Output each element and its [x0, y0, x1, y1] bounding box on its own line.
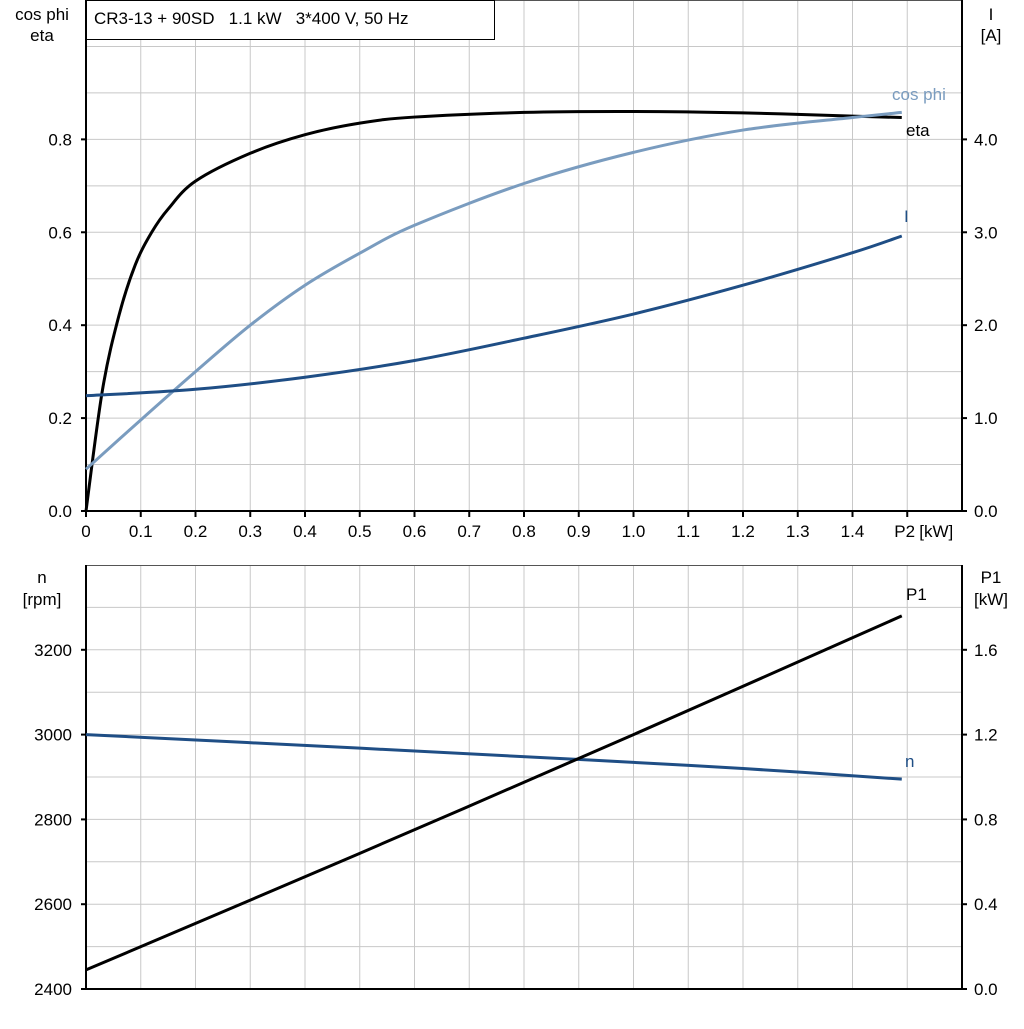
- left-tick-label: 3200: [34, 641, 72, 660]
- left-tick-label: 0.2: [48, 409, 72, 428]
- x-tick-label: 0.8: [512, 522, 536, 541]
- x-tick-label: 0.4: [293, 522, 317, 541]
- left-axis-label: n: [37, 568, 46, 587]
- right-axis-label: P1: [981, 568, 1002, 587]
- left-axis-label: cos phi: [15, 5, 69, 24]
- right-tick-label: 0.4: [974, 895, 998, 914]
- x-tick-label: 1.3: [786, 522, 810, 541]
- right-tick-label: 1.0: [974, 409, 998, 428]
- right-axis-unit: [kW]: [974, 590, 1008, 609]
- right-tick-label: 2.0: [974, 316, 998, 335]
- series-label: n: [905, 752, 914, 771]
- series-line-eta: [84, 109, 902, 512]
- left-axis-unit: [rpm]: [23, 590, 62, 609]
- title-box: [86, 0, 495, 40]
- left-tick-label: 0.6: [48, 223, 72, 242]
- left-tick-label: 0.0: [48, 502, 72, 521]
- x-tick-label: 0.2: [184, 522, 208, 541]
- efficiency-current-chart: 0.0 0.2 0.4 0.6 0.8 0.0 1.0 2.0 3.0 4.0 0 0.1 0.2 0.3…: [15, 0, 1001, 541]
- x-tick-label: 1.2: [731, 522, 755, 541]
- series-line-n: [85, 733, 902, 781]
- right-tick-label: 0.0: [974, 502, 998, 521]
- x-tick-label: 0: [81, 522, 90, 541]
- x-tick-label: 1.0: [622, 522, 646, 541]
- x-axis-label-unit: [kW]: [919, 522, 953, 541]
- right-axis-unit: [A]: [981, 26, 1002, 45]
- left-tick-label: 3000: [34, 726, 72, 745]
- speed-power-chart: 2400 2600 2800 3000 3200 0.0 0.4 0.8 1.2 1.6 n [rpm…: [23, 565, 1008, 999]
- left-tick-label: 0.8: [48, 130, 72, 149]
- right-axis-label: I: [989, 5, 994, 24]
- x-tick-label: 0.5: [348, 522, 372, 541]
- right-tick-label: 0.8: [974, 810, 998, 829]
- right-tick-label: 1.2: [974, 726, 998, 745]
- series-label: P1: [906, 585, 927, 604]
- left-tick-label: 2600: [34, 895, 72, 914]
- x-tick-label: 0.7: [457, 522, 481, 541]
- right-tick-label: 1.6: [974, 641, 998, 660]
- series-line-cos-phi: [84, 110, 902, 471]
- left-tick-label: 2800: [34, 810, 72, 829]
- series-label: I: [904, 207, 909, 226]
- right-tick-label: 3.0: [974, 223, 998, 242]
- x-tick-label: 0.6: [403, 522, 427, 541]
- chart-title: CR3-13 + 90SD 1.1 kW 3*400 V, 50 Hz: [94, 9, 409, 28]
- x-tick-label: 1.4: [841, 522, 865, 541]
- x-tick-label: 0.9: [567, 522, 591, 541]
- right-tick-label: 4.0: [974, 130, 998, 149]
- left-axis-unit: eta: [30, 26, 54, 45]
- right-tick-label: 0.0: [974, 980, 998, 999]
- series-line-i: [85, 234, 903, 398]
- x-axis-label-quantity: P2: [894, 522, 915, 541]
- series-label: cos phi: [892, 85, 946, 104]
- x-tick-label: 0.1: [129, 522, 153, 541]
- x-tick-label: 1.1: [676, 522, 700, 541]
- series-label: eta: [906, 121, 930, 140]
- x-tick-label: 0.3: [238, 522, 262, 541]
- series-line-p1: [85, 614, 903, 972]
- left-tick-label: 0.4: [48, 316, 72, 335]
- left-tick-label: 2400: [34, 980, 72, 999]
